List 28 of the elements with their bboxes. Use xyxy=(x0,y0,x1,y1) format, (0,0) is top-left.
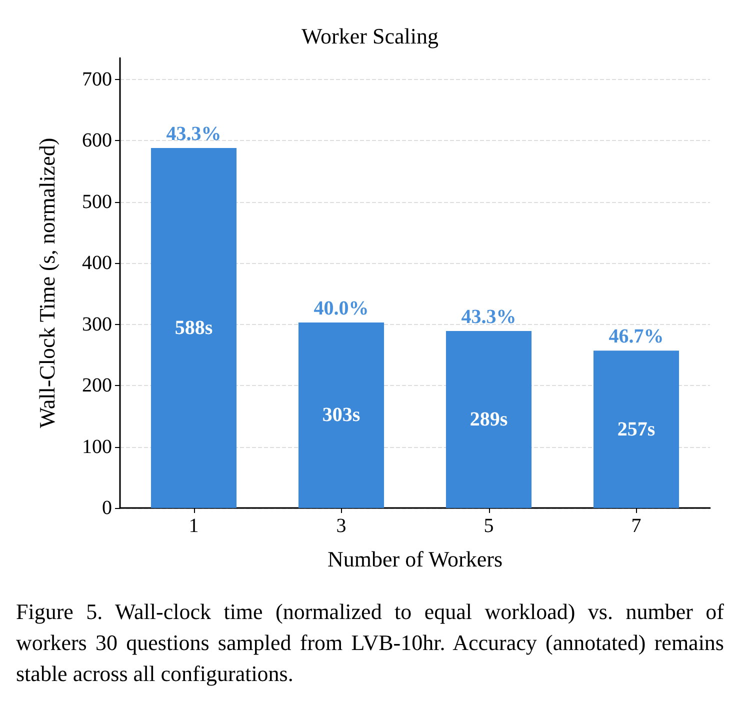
x-tick-label: 7 xyxy=(631,515,642,537)
x-tick-label: 1 xyxy=(188,515,199,537)
y-tick-label: 200 xyxy=(82,374,112,397)
data-label: 257s xyxy=(617,418,656,440)
y-tick-label: 100 xyxy=(82,436,112,458)
data-label: 289s xyxy=(470,408,508,431)
y-tick-label: 0 xyxy=(102,497,112,519)
caption: Figure 5. Wall-clock time (normalized to equal workload) vs. number of workers 30 questions sampled from LVB-10hr. Accuracy (annotated) remains stable across all configurations. xyxy=(15,598,725,688)
y-tick-label: 300 xyxy=(82,313,112,336)
x-tick-label: 5 xyxy=(484,515,494,537)
annotation: 46.7% xyxy=(608,326,664,348)
annotation: 40.0% xyxy=(314,297,369,320)
annotation: 43.3% xyxy=(461,306,516,328)
data-label: 588s xyxy=(174,317,213,339)
y-tick-label: 500 xyxy=(82,190,112,213)
bar xyxy=(593,350,680,508)
x-tick-label: 3 xyxy=(336,515,346,537)
y-tick-label: 700 xyxy=(82,68,112,90)
chart-title: Worker Scaling xyxy=(302,24,438,48)
y-tick-label: 600 xyxy=(82,130,112,152)
data-label: 303s xyxy=(322,404,360,426)
bar xyxy=(150,148,237,508)
y-axis-title: Wall-Clock Time (s, normalized) xyxy=(34,138,60,428)
annotation: 43.3% xyxy=(166,123,222,145)
bar xyxy=(446,331,532,508)
bar xyxy=(298,322,384,508)
y-tick-label: 400 xyxy=(82,252,112,274)
x-axis-title: Number of Workers xyxy=(327,546,503,572)
